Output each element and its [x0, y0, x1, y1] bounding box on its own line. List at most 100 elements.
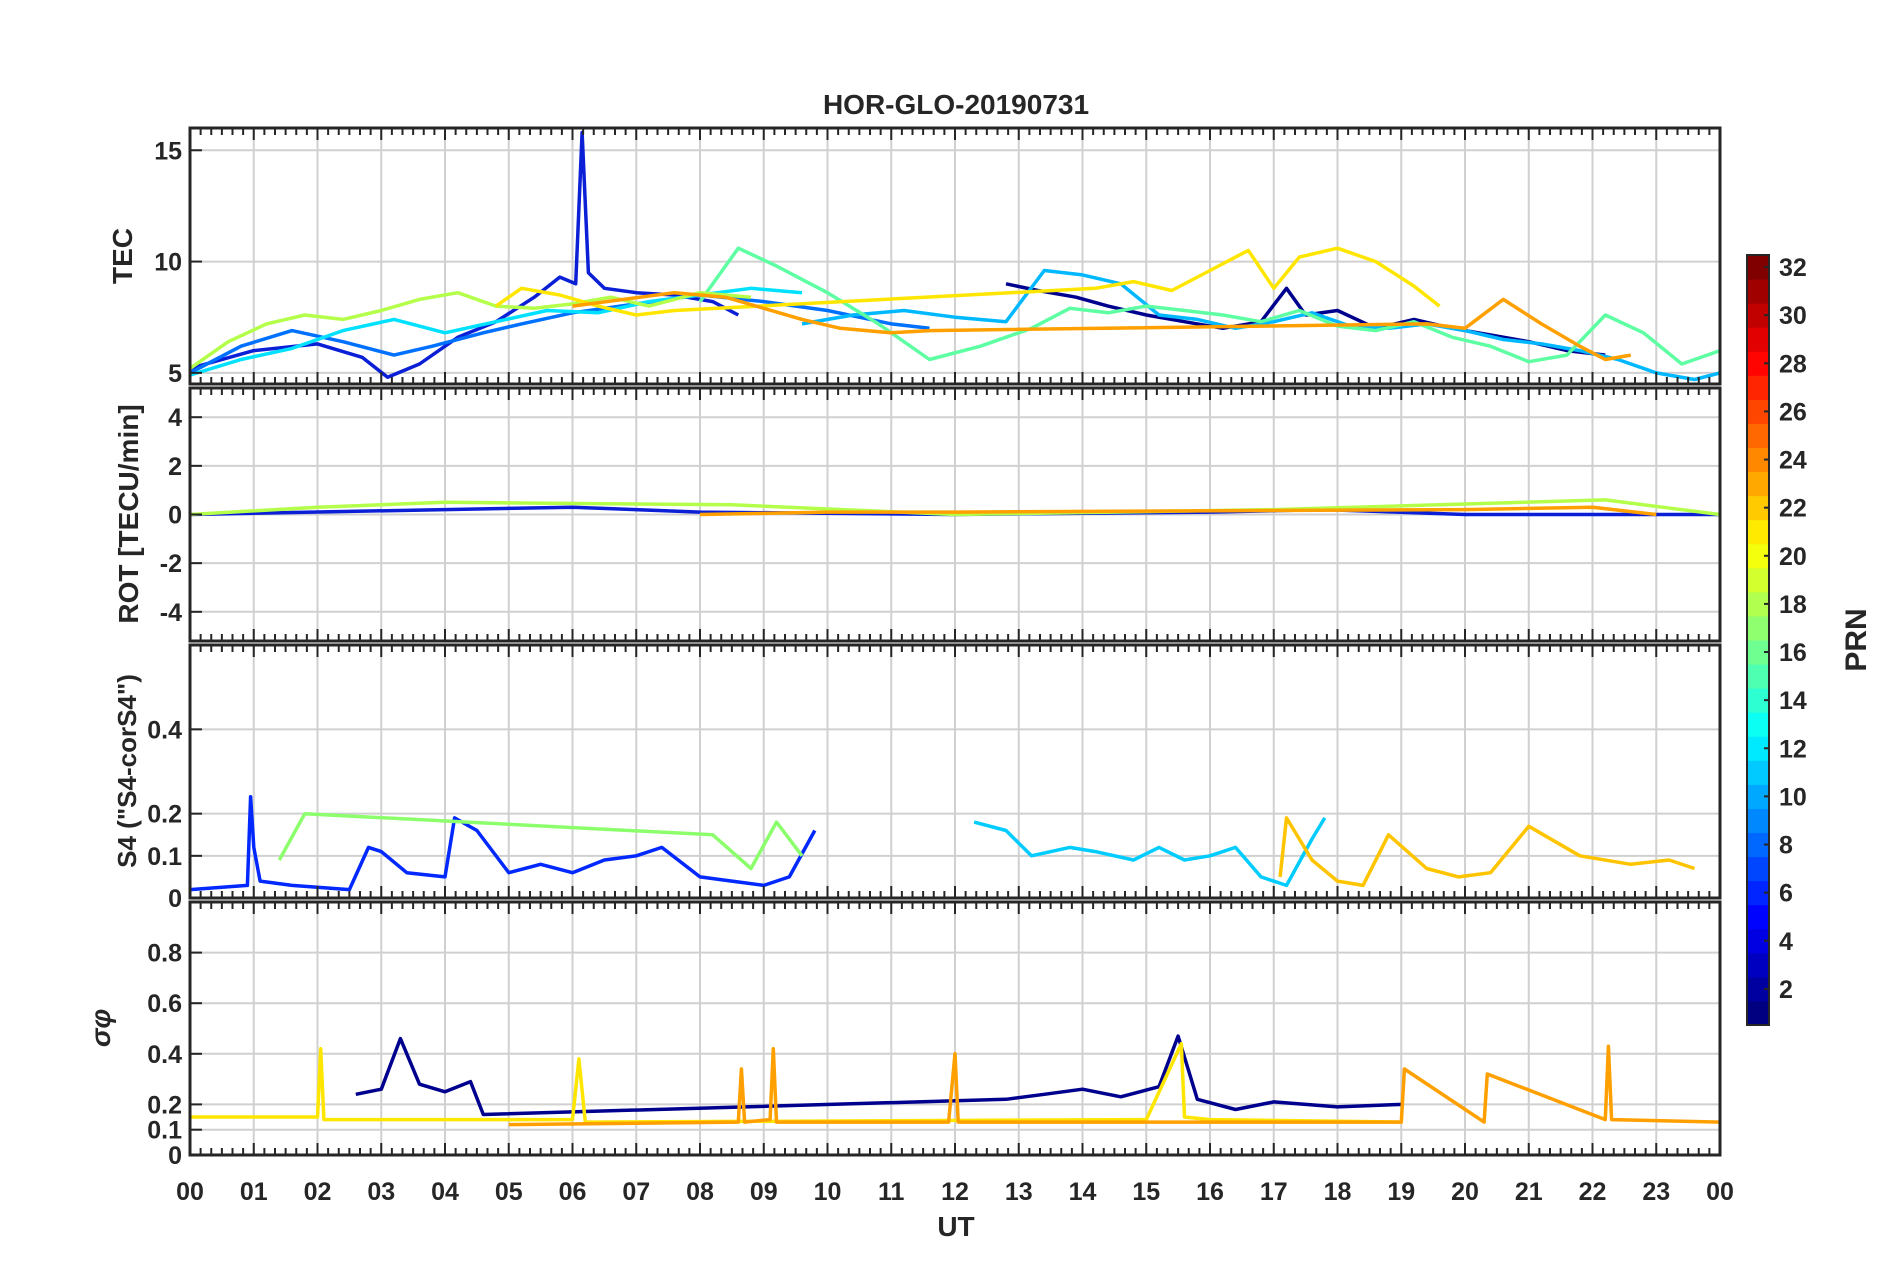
rot-axes-frame — [188, 386, 1722, 643]
colorbar-bands — [1747, 255, 1769, 1026]
colorbar-band — [1747, 664, 1769, 689]
colorbar-band — [1747, 760, 1769, 785]
x-tick-label: 05 — [495, 1178, 523, 1206]
colorbar-band — [1747, 904, 1769, 930]
rot-y-label: ROT [TECU/min] — [113, 404, 144, 623]
sigma_phi-y-tick-label: 0 — [168, 1142, 182, 1170]
rot-y-tick-label: 0 — [168, 502, 182, 530]
sigma_phi-series-prn-20 — [190, 1041, 1402, 1124]
s4-series — [190, 795, 1696, 892]
tec-series — [190, 130, 1720, 382]
x-tick-label: 14 — [1069, 1178, 1097, 1206]
colorbar-band — [1747, 303, 1769, 328]
rot-y-tick-label: 4 — [168, 404, 182, 432]
s4-axes-frame — [188, 643, 1722, 900]
tec-y-tick-label: 10 — [154, 249, 182, 277]
x-tick-label: 11 — [878, 1178, 905, 1206]
colorbar-tick-label: 4 — [1779, 928, 1793, 956]
tec-series-prn-3 — [190, 130, 740, 380]
s4-y-tick-label: 0.1 — [147, 843, 182, 871]
sigma_phi-y-tick-label: 0.1 — [147, 1117, 182, 1145]
colorbar-tick-label: 16 — [1779, 639, 1807, 667]
colorbar-band — [1747, 615, 1769, 641]
tec-series-prn-20 — [494, 246, 1441, 317]
x-axis-ticks: 00 01 02 03 04 05 06 07 08 09 10 11 12 13 14 15 16 17 18 19… — [176, 1178, 1734, 1206]
x-tick-label: 21 — [1515, 1178, 1543, 1206]
x-tick-label: 22 — [1579, 1178, 1607, 1206]
x-tick-label: 09 — [750, 1178, 778, 1206]
x-tick-label: 01 — [240, 1178, 268, 1206]
x-tick-label: 19 — [1387, 1178, 1415, 1206]
rot-y-tick-label: -4 — [160, 599, 182, 627]
s4-series-prn-11 — [973, 816, 1327, 888]
x-tick-label: 16 — [1196, 1178, 1224, 1206]
x-tick-label: 08 — [686, 1178, 714, 1206]
rot-y-tick-label: 2 — [168, 453, 182, 481]
colorbar-band — [1747, 423, 1769, 448]
s4-y-tick-label: 0 — [168, 885, 182, 913]
sigma-phi-panel: 00.10.2 0.4 0.6 0.8 σφ — [85, 900, 1722, 1170]
colorbar-tick-label: 18 — [1779, 591, 1807, 619]
colorbar-tick-label: 12 — [1779, 735, 1807, 763]
colorbar-band — [1747, 399, 1769, 424]
sigma-phi-axes-frame — [188, 900, 1722, 1157]
tec-series-prn-2 — [1005, 282, 1606, 357]
x-tick-label: 10 — [814, 1178, 842, 1206]
x-tick-label: 15 — [1132, 1178, 1160, 1206]
sigma_phi-series-prn-2 — [355, 1034, 1402, 1117]
rot-panel: -4 -2 0 2 4 ROT [TECU/min] — [113, 386, 1722, 643]
x-tick-label: 03 — [367, 1178, 395, 1206]
colorbar-tick-label: 10 — [1779, 783, 1807, 811]
rot-series-prn-22 — [699, 505, 1657, 517]
s4-y-label: S4 ("S4-corS4") — [112, 674, 142, 868]
tec-y-tick-label: 5 — [168, 360, 182, 388]
x-tick-label: 12 — [941, 1178, 969, 1206]
sigma_phi-series-prn-22 — [508, 1044, 1720, 1127]
colorbar-tick-label: 8 — [1779, 832, 1793, 860]
colorbar-band — [1747, 567, 1769, 593]
colorbar-tick-label: 22 — [1779, 495, 1807, 523]
colorbar-tick-label: 30 — [1779, 302, 1807, 330]
colorbar-band — [1747, 712, 1769, 737]
tec-panel: 5 10 15 TEC — [107, 126, 1722, 388]
s4-series-prn-17 — [277, 811, 804, 871]
colorbar-band — [1747, 495, 1769, 521]
s4-series-prn-4 — [190, 795, 817, 892]
colorbar-band — [1747, 880, 1769, 906]
colorbar-band — [1747, 519, 1769, 545]
sigma_phi-y-tick-label: 0.6 — [147, 990, 182, 1018]
tec-y-ticks: 5 10 15 — [154, 128, 1721, 388]
x-tick-label: 06 — [559, 1178, 587, 1206]
s4-panel: 0 0.1 0.2 0.4 S4 ("S4-corS4") — [112, 643, 1722, 913]
rot-y-tick-label: -2 — [160, 550, 182, 578]
x-tick-label: 00 — [176, 1178, 204, 1206]
x-tick-label: 13 — [1005, 1178, 1033, 1206]
x-tick-label: 04 — [431, 1178, 459, 1206]
s4-y-tick-label: 0.4 — [147, 716, 182, 744]
sigma_phi-gridlines — [189, 902, 1721, 1156]
colorbar-tick-label: 24 — [1779, 447, 1807, 475]
colorbar-band — [1747, 640, 1769, 665]
s4-gridlines — [189, 645, 1721, 899]
colorbar-label: PRN — [1840, 608, 1873, 671]
tec-series-prn-10 — [801, 268, 1720, 382]
colorbar-tick-label: 32 — [1779, 254, 1807, 282]
sigma_phi-y-tick-label: 0.8 — [147, 940, 182, 968]
colorbar-frame — [1746, 254, 1770, 1026]
tec-y-label: TEC — [107, 228, 138, 284]
colorbar-band — [1747, 736, 1769, 761]
colorbar-tick-label: 26 — [1779, 398, 1807, 426]
x-tick-label: 18 — [1324, 1178, 1352, 1206]
tec-series-prn-18 — [190, 290, 752, 370]
colorbar-band — [1747, 591, 1769, 617]
colorbar-band — [1747, 976, 1769, 1002]
x-axis-label: UT — [937, 1211, 974, 1242]
x-tick-label: 07 — [622, 1178, 650, 1206]
tec-y-tick-label: 15 — [154, 137, 182, 165]
chart-title: HOR-GLO-20190731 — [823, 89, 1089, 120]
colorbar-band — [1747, 327, 1769, 352]
colorbar-band — [1747, 952, 1769, 978]
